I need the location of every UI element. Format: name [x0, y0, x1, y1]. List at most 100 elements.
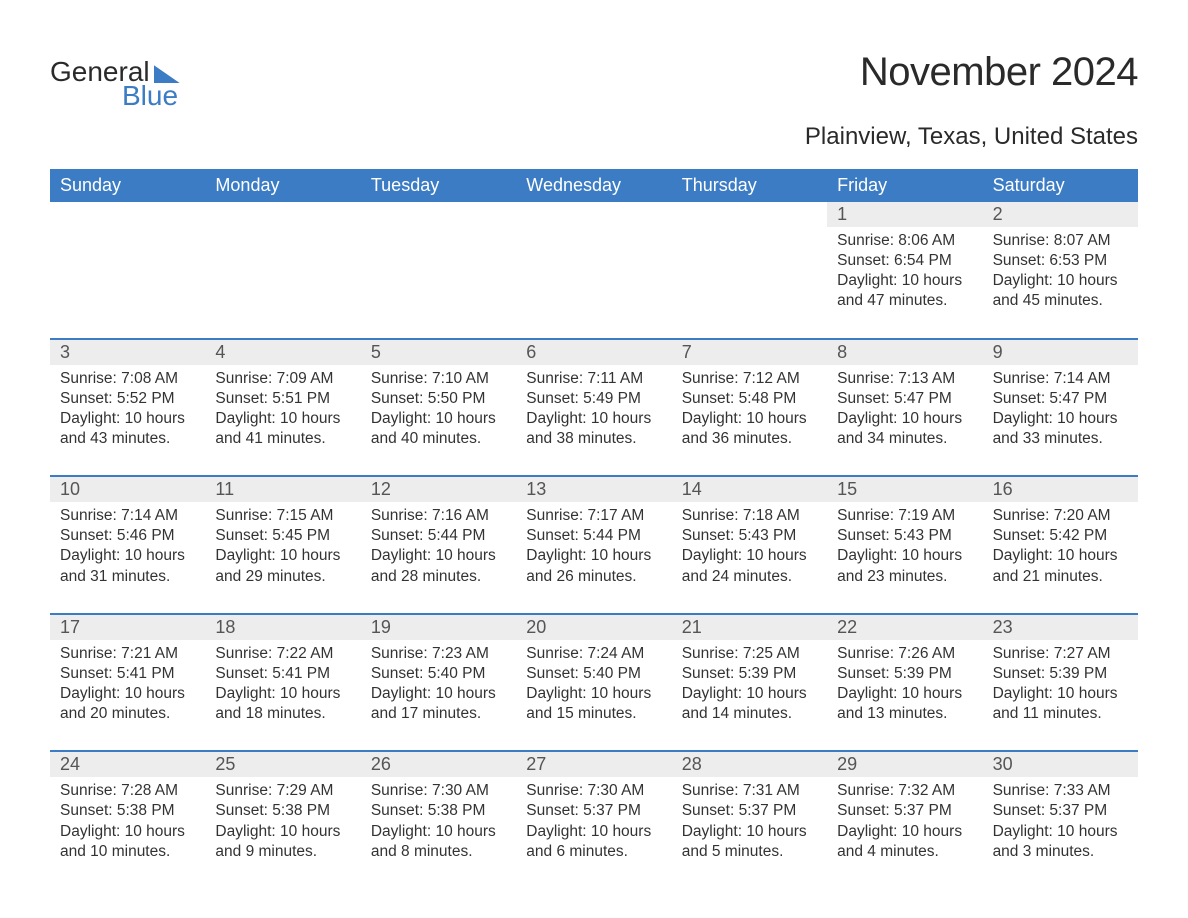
- day-cell: Sunrise: 7:08 AMSunset: 5:52 PMDaylight:…: [50, 365, 205, 450]
- daylight-text: Daylight: 10 hours and 26 minutes.: [526, 546, 661, 586]
- day-cell: [672, 227, 827, 312]
- day-cell: Sunrise: 7:13 AMSunset: 5:47 PMDaylight:…: [827, 365, 982, 450]
- daylight-text: Daylight: 10 hours and 5 minutes.: [682, 822, 817, 862]
- day-cell: Sunrise: 7:25 AMSunset: 5:39 PMDaylight:…: [672, 640, 827, 725]
- daylight-text: Daylight: 10 hours and 33 minutes.: [993, 409, 1128, 449]
- day-number: 2: [983, 202, 1138, 227]
- sunset-text: Sunset: 5:44 PM: [371, 526, 506, 546]
- sunset-text: Sunset: 5:39 PM: [993, 664, 1128, 684]
- sunrise-text: Sunrise: 8:07 AM: [993, 231, 1128, 251]
- calendar: Sunday Monday Tuesday Wednesday Thursday…: [50, 169, 1138, 862]
- day-cell: [205, 227, 360, 312]
- day-cell: Sunrise: 7:09 AMSunset: 5:51 PMDaylight:…: [205, 365, 360, 450]
- sunrise-text: Sunrise: 7:12 AM: [682, 369, 817, 389]
- sunrise-text: Sunrise: 7:30 AM: [526, 781, 661, 801]
- day-cell: Sunrise: 7:30 AMSunset: 5:37 PMDaylight:…: [516, 777, 671, 862]
- sunrise-text: Sunrise: 7:16 AM: [371, 506, 506, 526]
- day-cell: Sunrise: 8:07 AMSunset: 6:53 PMDaylight:…: [983, 227, 1138, 312]
- day-number: 30: [983, 752, 1138, 777]
- sunset-text: Sunset: 5:43 PM: [837, 526, 972, 546]
- daylight-text: Daylight: 10 hours and 40 minutes.: [371, 409, 506, 449]
- day-number: 11: [205, 477, 360, 502]
- week-block: 3456789Sunrise: 7:08 AMSunset: 5:52 PMDa…: [50, 338, 1138, 476]
- day-cell: Sunrise: 7:26 AMSunset: 5:39 PMDaylight:…: [827, 640, 982, 725]
- sunset-text: Sunset: 5:38 PM: [215, 801, 350, 821]
- sunrise-text: Sunrise: 7:28 AM: [60, 781, 195, 801]
- weekday-label: Saturday: [983, 169, 1138, 202]
- day-number: 28: [672, 752, 827, 777]
- day-number: 29: [827, 752, 982, 777]
- daynum-band: 17181920212223: [50, 615, 1138, 640]
- brand-logo: General Blue: [50, 50, 180, 110]
- day-number: 6: [516, 340, 671, 365]
- week-block: 24252627282930Sunrise: 7:28 AMSunset: 5:…: [50, 750, 1138, 862]
- daynum-band: 12: [50, 202, 1138, 227]
- sunrise-text: Sunrise: 7:10 AM: [371, 369, 506, 389]
- day-number: 12: [361, 477, 516, 502]
- day-number: 15: [827, 477, 982, 502]
- location-subtitle: Plainview, Texas, United States: [805, 123, 1138, 151]
- daylight-text: Daylight: 10 hours and 28 minutes.: [371, 546, 506, 586]
- day-cell: Sunrise: 7:31 AMSunset: 5:37 PMDaylight:…: [672, 777, 827, 862]
- sunset-text: Sunset: 5:37 PM: [682, 801, 817, 821]
- sunset-text: Sunset: 5:39 PM: [682, 664, 817, 684]
- daylight-text: Daylight: 10 hours and 41 minutes.: [215, 409, 350, 449]
- brand-text-2: Blue: [50, 82, 180, 110]
- day-cell: Sunrise: 7:16 AMSunset: 5:44 PMDaylight:…: [361, 502, 516, 587]
- daynum-band: 24252627282930: [50, 752, 1138, 777]
- sunset-text: Sunset: 5:40 PM: [371, 664, 506, 684]
- day-cell: Sunrise: 7:22 AMSunset: 5:41 PMDaylight:…: [205, 640, 360, 725]
- sunset-text: Sunset: 5:39 PM: [837, 664, 972, 684]
- day-number: 24: [50, 752, 205, 777]
- day-cell: Sunrise: 8:06 AMSunset: 6:54 PMDaylight:…: [827, 227, 982, 312]
- day-cell: Sunrise: 7:32 AMSunset: 5:37 PMDaylight:…: [827, 777, 982, 862]
- sunset-text: Sunset: 5:44 PM: [526, 526, 661, 546]
- day-number: 13: [516, 477, 671, 502]
- daylight-text: Daylight: 10 hours and 31 minutes.: [60, 546, 195, 586]
- day-number: 17: [50, 615, 205, 640]
- daylight-text: Daylight: 10 hours and 23 minutes.: [837, 546, 972, 586]
- sunset-text: Sunset: 5:38 PM: [371, 801, 506, 821]
- day-number: 20: [516, 615, 671, 640]
- day-number: 7: [672, 340, 827, 365]
- day-cell: Sunrise: 7:10 AMSunset: 5:50 PMDaylight:…: [361, 365, 516, 450]
- day-cell: Sunrise: 7:33 AMSunset: 5:37 PMDaylight:…: [983, 777, 1138, 862]
- day-number: 23: [983, 615, 1138, 640]
- day-number: 22: [827, 615, 982, 640]
- daylight-text: Daylight: 10 hours and 4 minutes.: [837, 822, 972, 862]
- sunset-text: Sunset: 5:38 PM: [60, 801, 195, 821]
- sunrise-text: Sunrise: 7:14 AM: [60, 506, 195, 526]
- day-cell: Sunrise: 7:17 AMSunset: 5:44 PMDaylight:…: [516, 502, 671, 587]
- week-info-row: Sunrise: 7:08 AMSunset: 5:52 PM Daylight:…: [50, 365, 1138, 450]
- day-cell: [50, 227, 205, 312]
- sunrise-text: Sunrise: 7:15 AM: [215, 506, 350, 526]
- week-info-row: Sunrise: 7:28 AMSunset: 5:38 PMDaylight:…: [50, 777, 1138, 862]
- daylight-text: Daylight: 10 hours and 9 minutes.: [215, 822, 350, 862]
- sunrise-text: Sunrise: 7:32 AM: [837, 781, 972, 801]
- day-cell: Sunrise: 7:27 AMSunset: 5:39 PMDaylight:…: [983, 640, 1138, 725]
- sunset-text: Sunset: 5:52 PM: [60, 389, 195, 409]
- title-block: November 2024 Plainview, Texas, United S…: [805, 50, 1138, 161]
- day-number: 8: [827, 340, 982, 365]
- day-number: 19: [361, 615, 516, 640]
- sunrise-text: Sunrise: 7:19 AM: [837, 506, 972, 526]
- daylight-text: Daylight: 10 hours and 3 minutes.: [993, 822, 1128, 862]
- sunrise-text: Sunrise: 7:14 AM: [993, 369, 1128, 389]
- sunrise-text: Sunrise: 7:31 AM: [682, 781, 817, 801]
- day-cell: Sunrise: 7:20 AMSunset: 5:42 PMDaylight:…: [983, 502, 1138, 587]
- day-number: 4: [205, 340, 360, 365]
- day-number: 16: [983, 477, 1138, 502]
- day-cell: Sunrise: 7:18 AMSunset: 5:43 PMDaylight:…: [672, 502, 827, 587]
- sunrise-text: Sunrise: 7:08 AM: [60, 369, 195, 389]
- sunrise-text: Sunrise: 7:23 AM: [371, 644, 506, 664]
- sunset-text: Sunset: 5:50 PM: [371, 389, 506, 409]
- day-number: 10: [50, 477, 205, 502]
- day-cell: Sunrise: 7:29 AMSunset: 5:38 PMDaylight:…: [205, 777, 360, 862]
- sunrise-text: Sunrise: 7:22 AM: [215, 644, 350, 664]
- daylight-text: Daylight: 10 hours and 15 minutes.: [526, 684, 661, 724]
- day-cell: Sunrise: 7:28 AMSunset: 5:38 PMDaylight:…: [50, 777, 205, 862]
- day-number: 26: [361, 752, 516, 777]
- daylight-text: Daylight: 10 hours and 6 minutes.: [526, 822, 661, 862]
- daylight-text: Daylight: 10 hours and 24 minutes.: [682, 546, 817, 586]
- sunset-text: Sunset: 5:49 PM: [526, 389, 661, 409]
